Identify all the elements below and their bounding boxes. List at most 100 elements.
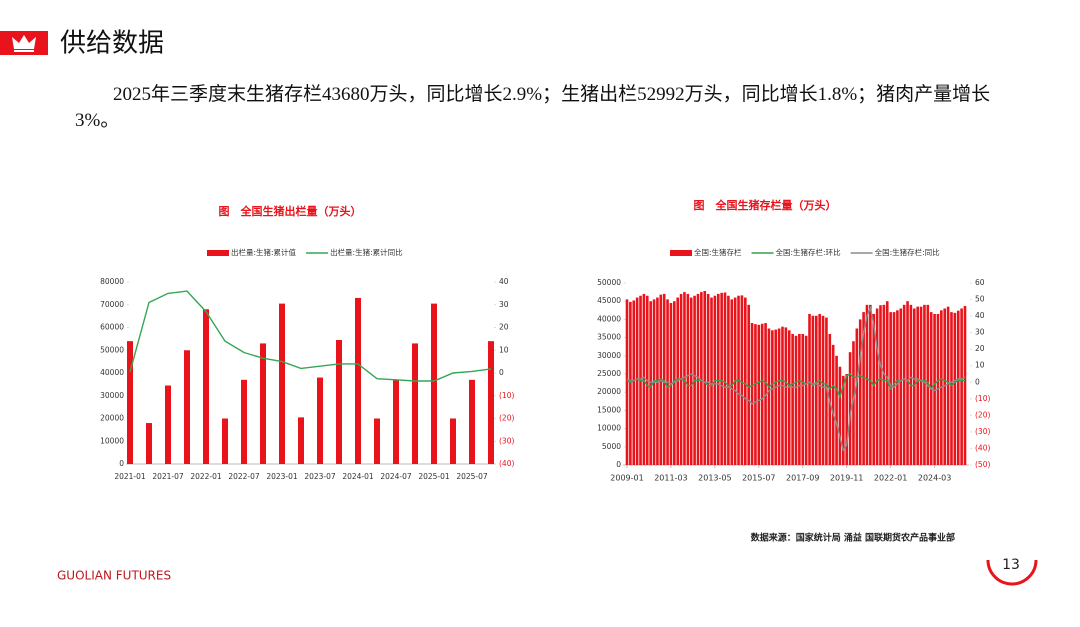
x-tick-label: 2021-01 [114, 472, 146, 481]
bar [855, 328, 859, 465]
bar [127, 341, 133, 464]
bar [703, 291, 707, 465]
x-tick-label: 2009-01 [610, 474, 643, 483]
bar [165, 385, 171, 464]
y2-tick-label: 50 [975, 295, 985, 304]
bar [757, 324, 761, 465]
legend-swatch [207, 250, 229, 256]
bar [879, 305, 882, 465]
x-tick-label: 2017-09 [786, 474, 819, 483]
y-tick-label: 35000 [597, 333, 621, 342]
bar [727, 295, 730, 465]
page-ring [986, 559, 1038, 586]
legend-label: 出栏量:生猪:累计值 [231, 247, 297, 257]
bar [798, 333, 801, 465]
bar [203, 309, 209, 464]
bar [754, 324, 757, 465]
y-tick-label: 50000 [597, 278, 621, 287]
summary-text: 2025年三季度末生猪存栏43680万头，同比增长2.9%；生猪出栏52992万… [75, 84, 991, 131]
bar [791, 333, 794, 465]
x-tick-label: 2022-07 [228, 472, 260, 481]
x-tick-label: 2024-03 [918, 474, 951, 483]
bar [821, 315, 825, 465]
bar [279, 303, 285, 464]
bar [771, 330, 774, 465]
x-tick-label: 2013-05 [698, 474, 731, 483]
bar [469, 379, 475, 464]
bar [696, 293, 700, 465]
bar [730, 299, 734, 465]
y2-tick-label: 40 [499, 277, 509, 286]
bar [899, 308, 903, 465]
bar [723, 292, 727, 465]
bar [842, 375, 845, 465]
y-tick-label: 30000 [100, 391, 124, 400]
y-tick-label: 15000 [597, 405, 621, 414]
bar [869, 304, 872, 465]
bar [747, 304, 750, 465]
bar [184, 350, 190, 464]
bar [913, 308, 916, 465]
bar [649, 301, 652, 465]
bar [875, 308, 879, 465]
bar [635, 297, 639, 465]
y2-tick-label: (40) [499, 459, 514, 468]
bar [919, 306, 923, 465]
bar [902, 304, 906, 465]
x-tick-label: 2011-03 [654, 474, 687, 483]
bar [838, 366, 842, 465]
bar [146, 423, 152, 464]
bar [858, 319, 862, 465]
bar [787, 330, 791, 465]
bar [794, 335, 798, 465]
bar [744, 297, 747, 465]
y-tick-label: 5000 [602, 442, 621, 451]
bar [862, 312, 865, 465]
bar [896, 310, 899, 465]
y-tick-label: 45000 [597, 296, 621, 305]
chart-title: 图 全国生猪存栏量（万头） [694, 198, 837, 212]
bar [865, 304, 869, 465]
x-tick-label: 2022-01 [874, 474, 907, 483]
bar [222, 418, 228, 464]
header-badge [0, 31, 48, 55]
y-tick-label: 0 [616, 460, 621, 469]
x-tick-label: 2021-07 [152, 472, 184, 481]
y-tick-label: 20000 [597, 387, 621, 396]
bar [818, 313, 821, 465]
bar [950, 312, 953, 465]
bar [872, 313, 876, 465]
bar [750, 323, 754, 465]
bar [808, 313, 811, 465]
y-tick-label: 30000 [597, 351, 621, 360]
bar [241, 379, 247, 464]
bar [801, 333, 805, 465]
bar [777, 328, 781, 465]
bar [740, 295, 744, 465]
bar [625, 299, 629, 465]
bar [767, 328, 771, 465]
bar [946, 306, 950, 465]
bar [662, 293, 666, 465]
legend-label: 全国:生猪存栏 [694, 247, 742, 257]
x-tick-label: 2024-01 [342, 472, 374, 481]
legend-swatch [670, 250, 692, 256]
bar [923, 304, 926, 465]
y2-tick-label: (40) [975, 443, 990, 452]
y2-tick-label: (10) [975, 394, 990, 403]
y2-tick-label: 30 [499, 300, 509, 309]
bar [260, 343, 266, 464]
bar [774, 329, 778, 465]
bar [720, 292, 723, 465]
y-tick-label: 10000 [597, 424, 621, 433]
bar [784, 327, 788, 465]
bar [374, 418, 380, 464]
y2-tick-label: (10) [499, 391, 514, 400]
slide-title: 供给数据 [60, 29, 164, 59]
bar [317, 377, 323, 464]
x-tick-label: 2015-07 [742, 474, 775, 483]
bar [852, 341, 855, 465]
bar [814, 315, 818, 465]
x-tick-label: 2023-07 [304, 472, 336, 481]
